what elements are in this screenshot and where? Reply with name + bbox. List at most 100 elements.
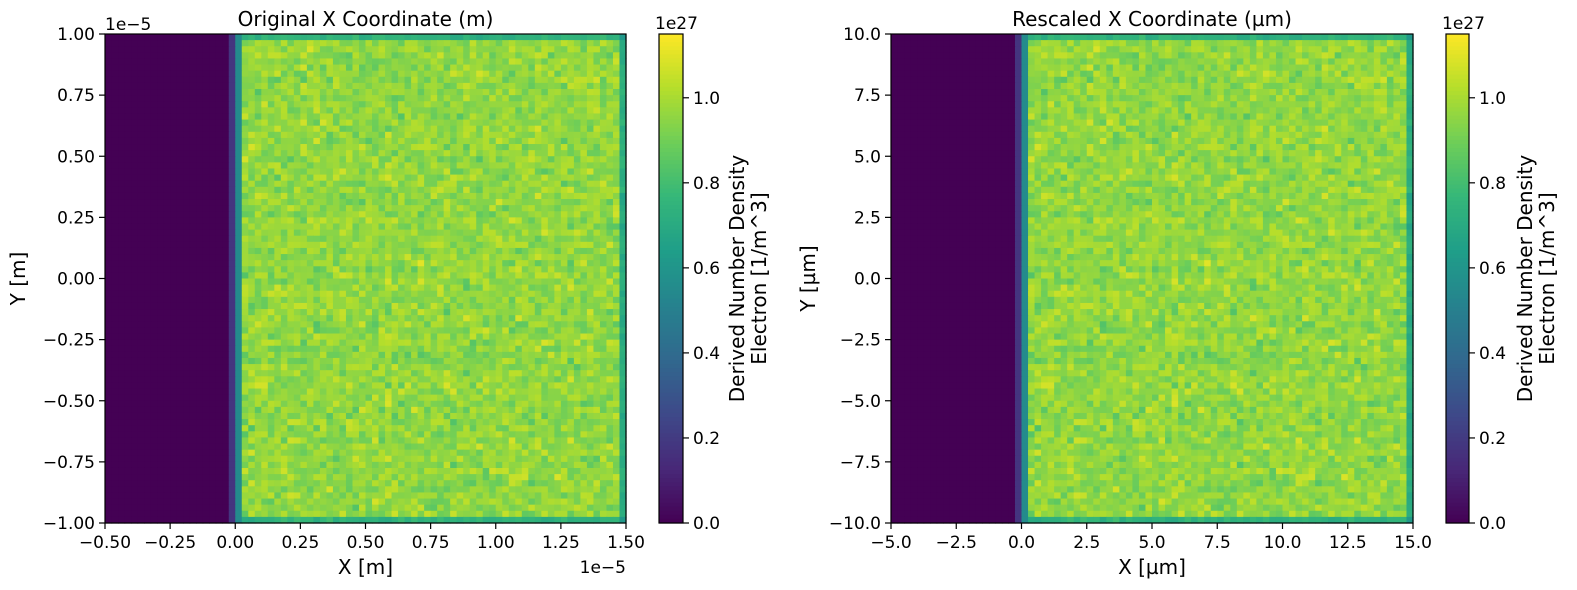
heatmap-cell <box>339 388 347 396</box>
heatmap-cell <box>332 345 341 353</box>
heatmap-cell <box>319 205 328 212</box>
heatmap-cell <box>332 370 341 377</box>
heatmap-cell <box>599 302 608 310</box>
heatmap-cell <box>541 174 549 182</box>
heatmap-cell <box>326 229 334 237</box>
heatmap-cell <box>280 370 288 377</box>
heatmap-cell <box>105 107 113 115</box>
heatmap-cell <box>118 241 126 249</box>
heatmap-cell <box>137 241 145 249</box>
heatmap-cell <box>313 302 321 310</box>
heatmap-cell <box>267 125 275 133</box>
heatmap-cell <box>137 137 145 145</box>
heatmap-cell <box>202 266 210 273</box>
heatmap-cell <box>430 309 438 316</box>
heatmap-cell <box>573 186 582 194</box>
heatmap-cell <box>202 113 210 121</box>
heatmap-cell <box>411 180 419 188</box>
heatmap-cell <box>235 125 243 133</box>
heatmap-cell <box>306 327 314 335</box>
heatmap-cell <box>424 296 432 304</box>
heatmap-cell <box>482 150 490 157</box>
heatmap-cell <box>443 290 451 298</box>
heatmap-cell <box>345 89 354 96</box>
heatmap-cell <box>163 296 171 304</box>
heatmap-cell <box>606 192 614 200</box>
heatmap-cell <box>476 382 484 390</box>
heatmap-cell <box>137 64 145 72</box>
heatmap-cell <box>293 70 301 78</box>
heatmap-cell <box>619 70 627 78</box>
heatmap-cell <box>508 89 516 96</box>
heatmap-cell <box>124 168 132 176</box>
heatmap-cell <box>534 272 542 280</box>
heatmap-cell <box>580 64 588 72</box>
heatmap-cell <box>196 199 204 206</box>
heatmap-cell <box>365 180 373 188</box>
heatmap-cell <box>215 339 223 347</box>
heatmap-cell <box>118 205 126 212</box>
heatmap-cell <box>176 345 184 353</box>
heatmap-cell <box>150 290 158 298</box>
heatmap-cell <box>365 394 373 402</box>
heatmap-cell <box>202 235 210 243</box>
heatmap-cell <box>332 107 341 115</box>
heatmap-cell <box>424 113 432 121</box>
heatmap-cell <box>163 309 171 316</box>
heatmap-cell <box>306 339 314 347</box>
heatmap-cell <box>521 315 529 322</box>
heatmap-cell <box>528 52 536 60</box>
heatmap-cell <box>261 186 269 194</box>
heatmap-cell <box>619 272 627 280</box>
heatmap-cell <box>391 296 399 304</box>
heatmap-cell <box>541 113 549 121</box>
heatmap-cell <box>326 315 334 322</box>
heatmap-cell <box>417 186 425 194</box>
heatmap-cell <box>586 107 595 115</box>
heatmap-cell <box>157 321 165 328</box>
heatmap-cell <box>306 58 314 66</box>
heatmap-cell <box>189 174 197 182</box>
heatmap-cell <box>508 70 516 78</box>
heatmap-cell <box>241 192 249 200</box>
heatmap-cell <box>489 95 497 102</box>
heatmap-cell <box>573 192 582 200</box>
heatmap-cell <box>404 315 412 322</box>
heatmap-cell <box>391 137 399 145</box>
heatmap-cell <box>573 364 582 371</box>
heatmap-cell <box>469 137 477 145</box>
heatmap-cell <box>476 180 484 188</box>
heatmap-cell <box>456 321 464 328</box>
heatmap-cell <box>124 58 132 66</box>
heatmap-cell <box>280 351 288 359</box>
heatmap-cell <box>612 254 621 261</box>
heatmap-cell <box>443 137 451 145</box>
heatmap-cell <box>228 406 236 414</box>
heatmap-cell <box>554 34 562 41</box>
heatmap-cell <box>619 89 627 96</box>
heatmap-cell <box>228 95 236 102</box>
heatmap-cell <box>196 327 204 335</box>
heatmap-cell <box>196 64 204 72</box>
heatmap-cell <box>150 95 158 102</box>
heatmap-cell <box>404 327 412 335</box>
heatmap-cell <box>560 357 568 365</box>
heatmap-cell <box>372 351 380 359</box>
heatmap-cell <box>463 302 471 310</box>
heatmap-cell <box>163 327 171 335</box>
heatmap-cell <box>495 205 503 212</box>
heatmap-cell <box>443 406 451 414</box>
heatmap-cell <box>222 168 230 176</box>
heatmap-cell <box>228 150 236 157</box>
heatmap-cell <box>235 345 243 353</box>
heatmap-cell <box>183 278 191 286</box>
heatmap-cell <box>235 388 243 396</box>
heatmap-cell <box>228 290 236 298</box>
heatmap-cell <box>619 144 627 151</box>
heatmap-cell <box>619 137 627 145</box>
heatmap-cell <box>150 119 158 127</box>
heatmap-cell <box>235 406 243 414</box>
heatmap-cell <box>111 400 119 408</box>
heatmap-cell <box>599 406 608 414</box>
heatmap-cell <box>560 400 568 408</box>
